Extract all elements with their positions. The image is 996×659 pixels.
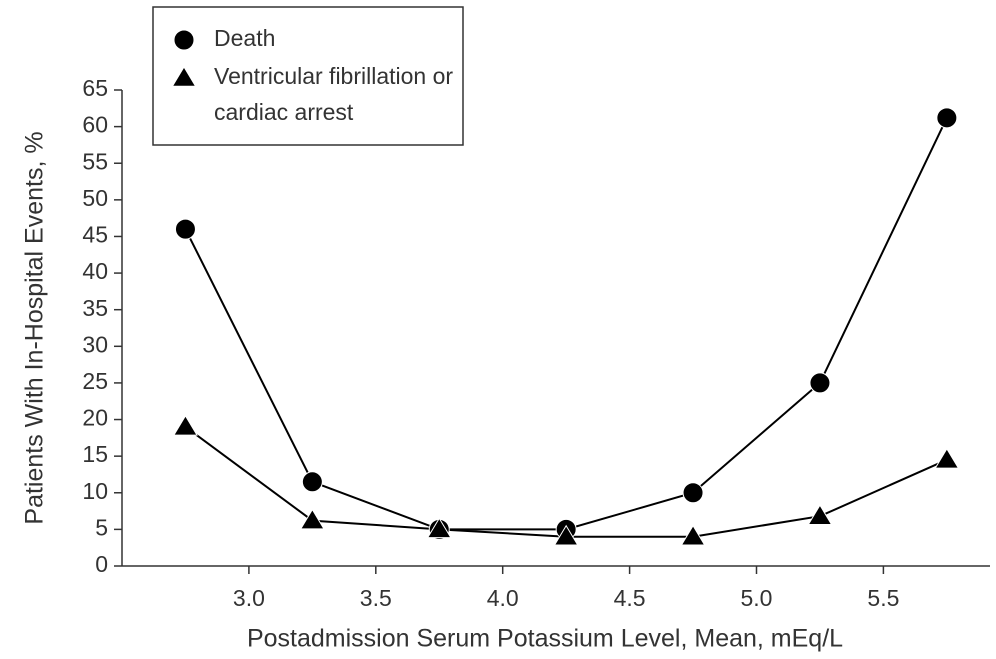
y-tick-label: 40: [82, 258, 108, 284]
x-tick-label: 5.0: [741, 585, 773, 611]
y-tick-label: 5: [95, 514, 108, 540]
legend-label: Ventricular fibrillation or cardiac arres…: [214, 63, 453, 125]
triangle-marker: [680, 524, 706, 546]
x-tick-label: 4.5: [614, 585, 646, 611]
y-tick-label: 0: [95, 551, 108, 577]
circle-marker: [301, 471, 323, 493]
x-tick-label: 3.0: [233, 585, 265, 611]
y-tick-label: 10: [82, 478, 108, 504]
legend-box: [152, 6, 464, 146]
series-line: [184, 117, 948, 531]
triangle-marker: [807, 504, 833, 525]
y-tick-label: 65: [82, 75, 108, 101]
circle-marker: [936, 107, 958, 129]
y-tick-label: 20: [82, 405, 108, 431]
triangle-marker: [426, 517, 452, 539]
triangle-marker: [171, 66, 197, 87]
x-axis-label: Postadmission Serum Potassium Level, Mea…: [247, 625, 843, 653]
y-tick-label: 55: [82, 148, 108, 174]
legend-label: Death: [214, 25, 275, 51]
circle-marker: [174, 218, 196, 240]
legend: Death Ventricular fibrillation or cardiac …: [152, 6, 464, 146]
triangle-marker: [934, 447, 960, 469]
y-tick-label: 30: [82, 331, 108, 357]
y-tick-label: 25: [82, 368, 108, 394]
y-axis-label: Patients With In-Hospital Events, %: [21, 131, 49, 524]
y-tick-label: 60: [82, 112, 108, 138]
y-tick-label: 45: [82, 222, 108, 248]
x-tick-label: 4.0: [487, 585, 519, 611]
triangle-marker: [173, 414, 198, 436]
circle-marker: [809, 372, 831, 394]
circle-marker: [682, 482, 704, 504]
triangle-marker: [299, 508, 325, 530]
triangle-marker: [553, 524, 579, 546]
y-tick-label: 35: [82, 295, 108, 321]
y-tick-label: 50: [82, 185, 108, 211]
y-tick-label: 15: [82, 441, 108, 467]
x-tick-label: 3.5: [360, 585, 392, 611]
x-tick-label: 5.5: [867, 585, 899, 611]
circle-marker: [173, 29, 195, 51]
